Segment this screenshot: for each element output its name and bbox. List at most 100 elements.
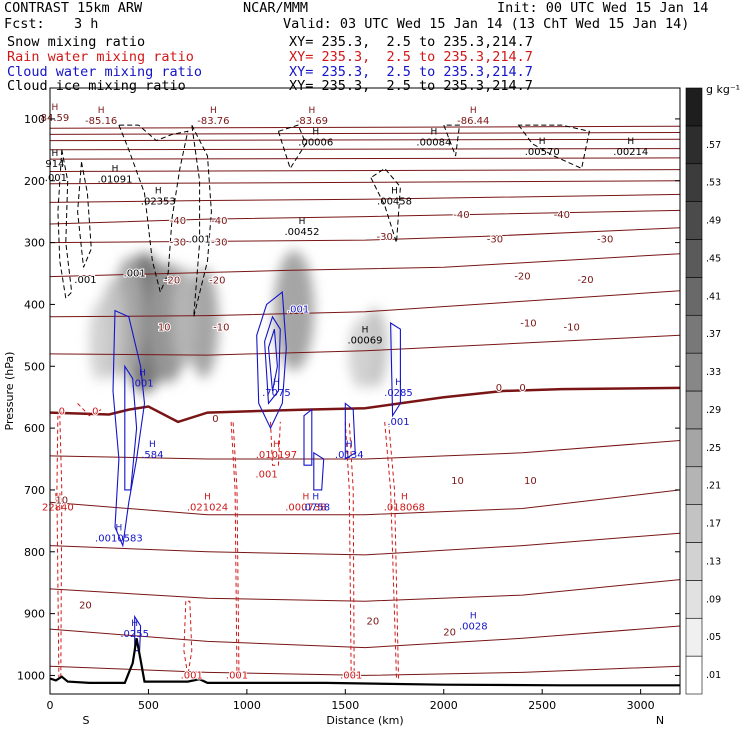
- y-tick-label: 300: [24, 237, 45, 250]
- high-marker: H: [155, 186, 162, 196]
- shade-cell: [274, 250, 315, 371]
- colorbar-cell: [685, 655, 703, 695]
- rain-contour: [230, 421, 240, 679]
- high-value-label: -83.76: [197, 116, 229, 127]
- cloud-water-contour: [313, 451, 325, 491]
- plot-frame: [49, 87, 681, 695]
- y-tick-label: 600: [24, 422, 45, 435]
- contour-label: 10: [524, 476, 537, 487]
- colorbar-tick-label: .33: [706, 367, 721, 378]
- high-value-label: .00458: [377, 196, 412, 207]
- legend-snow-xy: XY= 235.3, 2.5 to 235.3,214.7: [289, 34, 533, 50]
- contour-label: 10: [55, 496, 68, 507]
- rain-contour: [56, 415, 63, 679]
- x-tick-label: 1000: [233, 699, 261, 712]
- org-label: NCAR/MMM: [243, 0, 309, 16]
- contour-label: -30: [170, 238, 186, 249]
- isotherm-line: [50, 579, 680, 602]
- high-marker: H: [299, 217, 306, 227]
- high-marker: H: [470, 612, 477, 622]
- high-marker: H: [52, 149, 59, 159]
- contour-label: .001: [255, 470, 277, 481]
- contour-label: -40: [453, 210, 469, 221]
- colorbar-tick-label: .25: [706, 443, 721, 454]
- high-value-label: 22840: [42, 502, 74, 513]
- high-marker: H: [303, 492, 310, 502]
- contour-label-layer: H84.59H-85.16H-83.76H-83.69H-86.44H.0000…: [41, 103, 649, 683]
- snow-contour: [370, 167, 401, 243]
- high-marker: H: [149, 440, 156, 450]
- high-value-label: .0134: [335, 450, 364, 461]
- x-end-left-label: S: [83, 714, 90, 727]
- contour-label: .001: [74, 275, 96, 286]
- legend-cloud-water-xy: XY= 235.3, 2.5 to 235.3,214.7: [289, 64, 533, 80]
- colorbar-cell: [685, 617, 703, 657]
- colorbar-cell: [685, 239, 703, 278]
- contour-label: -30: [211, 238, 227, 249]
- cloud-water-contour: [256, 291, 287, 430]
- legend-rain-xy: XY= 235.3, 2.5 to 235.3,214.7: [289, 49, 533, 65]
- contour-label: -20: [209, 275, 225, 286]
- high-value-label: .00452: [285, 227, 320, 238]
- contour-label: -10: [213, 322, 229, 333]
- contour-label: -40: [211, 216, 227, 227]
- snow-contour: [77, 162, 92, 268]
- isotherm-line: [50, 138, 680, 142]
- colorbar-cell: [685, 580, 703, 619]
- colorbar-cell: [685, 504, 703, 543]
- shade-cell: [188, 267, 219, 378]
- colorbar-unit: g kg⁻¹: [706, 83, 740, 96]
- high-value-label: .0255: [120, 629, 149, 640]
- contour-label: 10: [451, 476, 464, 487]
- colorbar-tick-label: .57: [706, 140, 721, 151]
- high-marker: H: [116, 523, 123, 533]
- forecast-hours: 3 h: [74, 16, 99, 32]
- contour-label: 20: [367, 617, 380, 628]
- contour-label: -30: [487, 235, 503, 246]
- contour-label: .001: [387, 417, 409, 428]
- rain-contour: [270, 421, 281, 466]
- colorbar: .01 .05 .09 .13 .17 .21 .25 .29 .33 .37 .41 .45 .49.…: [685, 87, 721, 695]
- high-value-label: .01091: [97, 175, 132, 186]
- contour-label: -40: [554, 210, 570, 221]
- high-value-label: .00214: [613, 147, 648, 158]
- high-marker: H: [539, 137, 546, 147]
- rain-contour: [384, 421, 400, 679]
- contour-label: 0: [212, 414, 218, 425]
- high-marker: H: [395, 378, 402, 388]
- high-value-label: .010197: [256, 450, 297, 461]
- high-marker: H: [627, 137, 634, 147]
- high-value-label: 84.59: [41, 113, 70, 124]
- legend-rain-label: Rain water mixing ratio: [7, 49, 194, 65]
- isotherm-line: [50, 532, 680, 556]
- colorbar-cell: [685, 277, 703, 316]
- high-marker: H: [308, 106, 315, 116]
- init-time: Init: 00 UTC Wed 15 Jan 14: [497, 0, 709, 16]
- high-marker: H: [346, 440, 353, 450]
- high-value-label: .0758: [301, 502, 330, 513]
- cloud-water-contour: [344, 402, 356, 460]
- colorbar-cell: [685, 428, 703, 468]
- x-end-right-label: N: [656, 714, 664, 727]
- high-marker: H: [312, 492, 319, 502]
- colorbar-tick-label: .17: [706, 519, 721, 530]
- y-axis-label: Pressure (hPa): [3, 352, 16, 431]
- isotherm-layer: [50, 125, 680, 676]
- terrain-layer: [50, 638, 680, 687]
- high-value-label: .001: [131, 379, 153, 390]
- x-axis-label: Distance (km): [326, 714, 403, 727]
- rain-contour: [344, 421, 355, 679]
- colorbar-tick-label: .13: [706, 556, 721, 567]
- legend-cloud-water-label: Cloud water mixing ratio: [7, 64, 203, 80]
- contour-label: -30: [597, 235, 613, 246]
- y-tick-label: 200: [24, 175, 45, 188]
- high-value-label: .7075: [262, 388, 291, 399]
- contour-label: -10: [520, 319, 536, 330]
- snow-contour: [57, 149, 73, 300]
- x-tick-label: 3000: [627, 699, 655, 712]
- contour-label: 20: [443, 627, 456, 638]
- contour-label: .001: [181, 671, 203, 682]
- cloud-water-contour: [124, 364, 138, 491]
- high-marker: H: [204, 492, 211, 502]
- colorbar-cell: [685, 352, 703, 392]
